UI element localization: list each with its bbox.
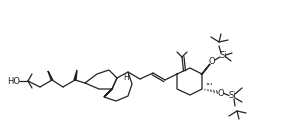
Text: ''': ''' — [205, 83, 213, 92]
Text: Si: Si — [228, 92, 236, 101]
Polygon shape — [201, 64, 210, 75]
Text: O: O — [218, 89, 224, 98]
Text: O: O — [209, 56, 215, 66]
Polygon shape — [48, 71, 53, 81]
Text: H: H — [123, 72, 129, 81]
Text: Si: Si — [219, 52, 227, 61]
Polygon shape — [74, 70, 77, 80]
Polygon shape — [104, 88, 113, 97]
Text: HO: HO — [8, 76, 20, 86]
